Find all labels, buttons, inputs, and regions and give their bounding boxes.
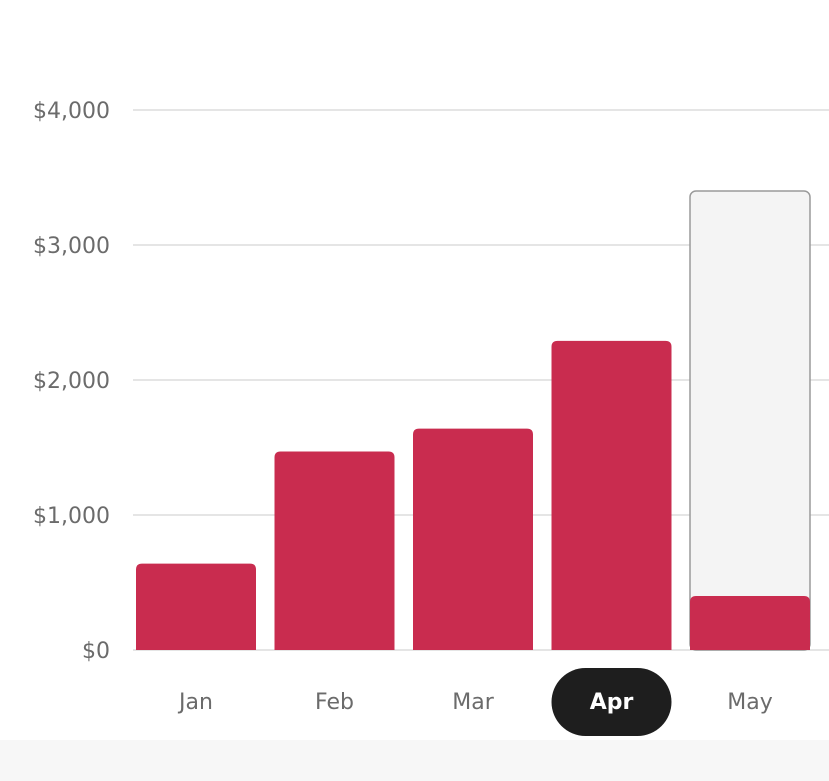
bar <box>690 596 810 650</box>
selected-pill[interactable] <box>551 668 672 736</box>
y-tick-label: $2,000 <box>33 369 110 394</box>
x-tick-label[interactable]: Apr <box>590 690 634 715</box>
bar <box>136 563 256 650</box>
bar <box>274 451 395 650</box>
bottom-strip <box>0 740 829 781</box>
x-tick-label[interactable]: Feb <box>315 690 354 715</box>
y-tick-label: $3,000 <box>33 234 110 259</box>
y-tick-label: $4,000 <box>33 99 110 124</box>
bar <box>413 428 533 650</box>
y-tick-label: $1,000 <box>33 504 110 529</box>
x-tick-label[interactable]: May <box>727 690 772 715</box>
y-tick-label: $0 <box>82 639 110 664</box>
bar <box>551 340 672 650</box>
x-tick-label[interactable]: Jan <box>177 690 213 715</box>
projected-bar <box>689 190 811 651</box>
x-tick-label[interactable]: Mar <box>452 690 494 715</box>
